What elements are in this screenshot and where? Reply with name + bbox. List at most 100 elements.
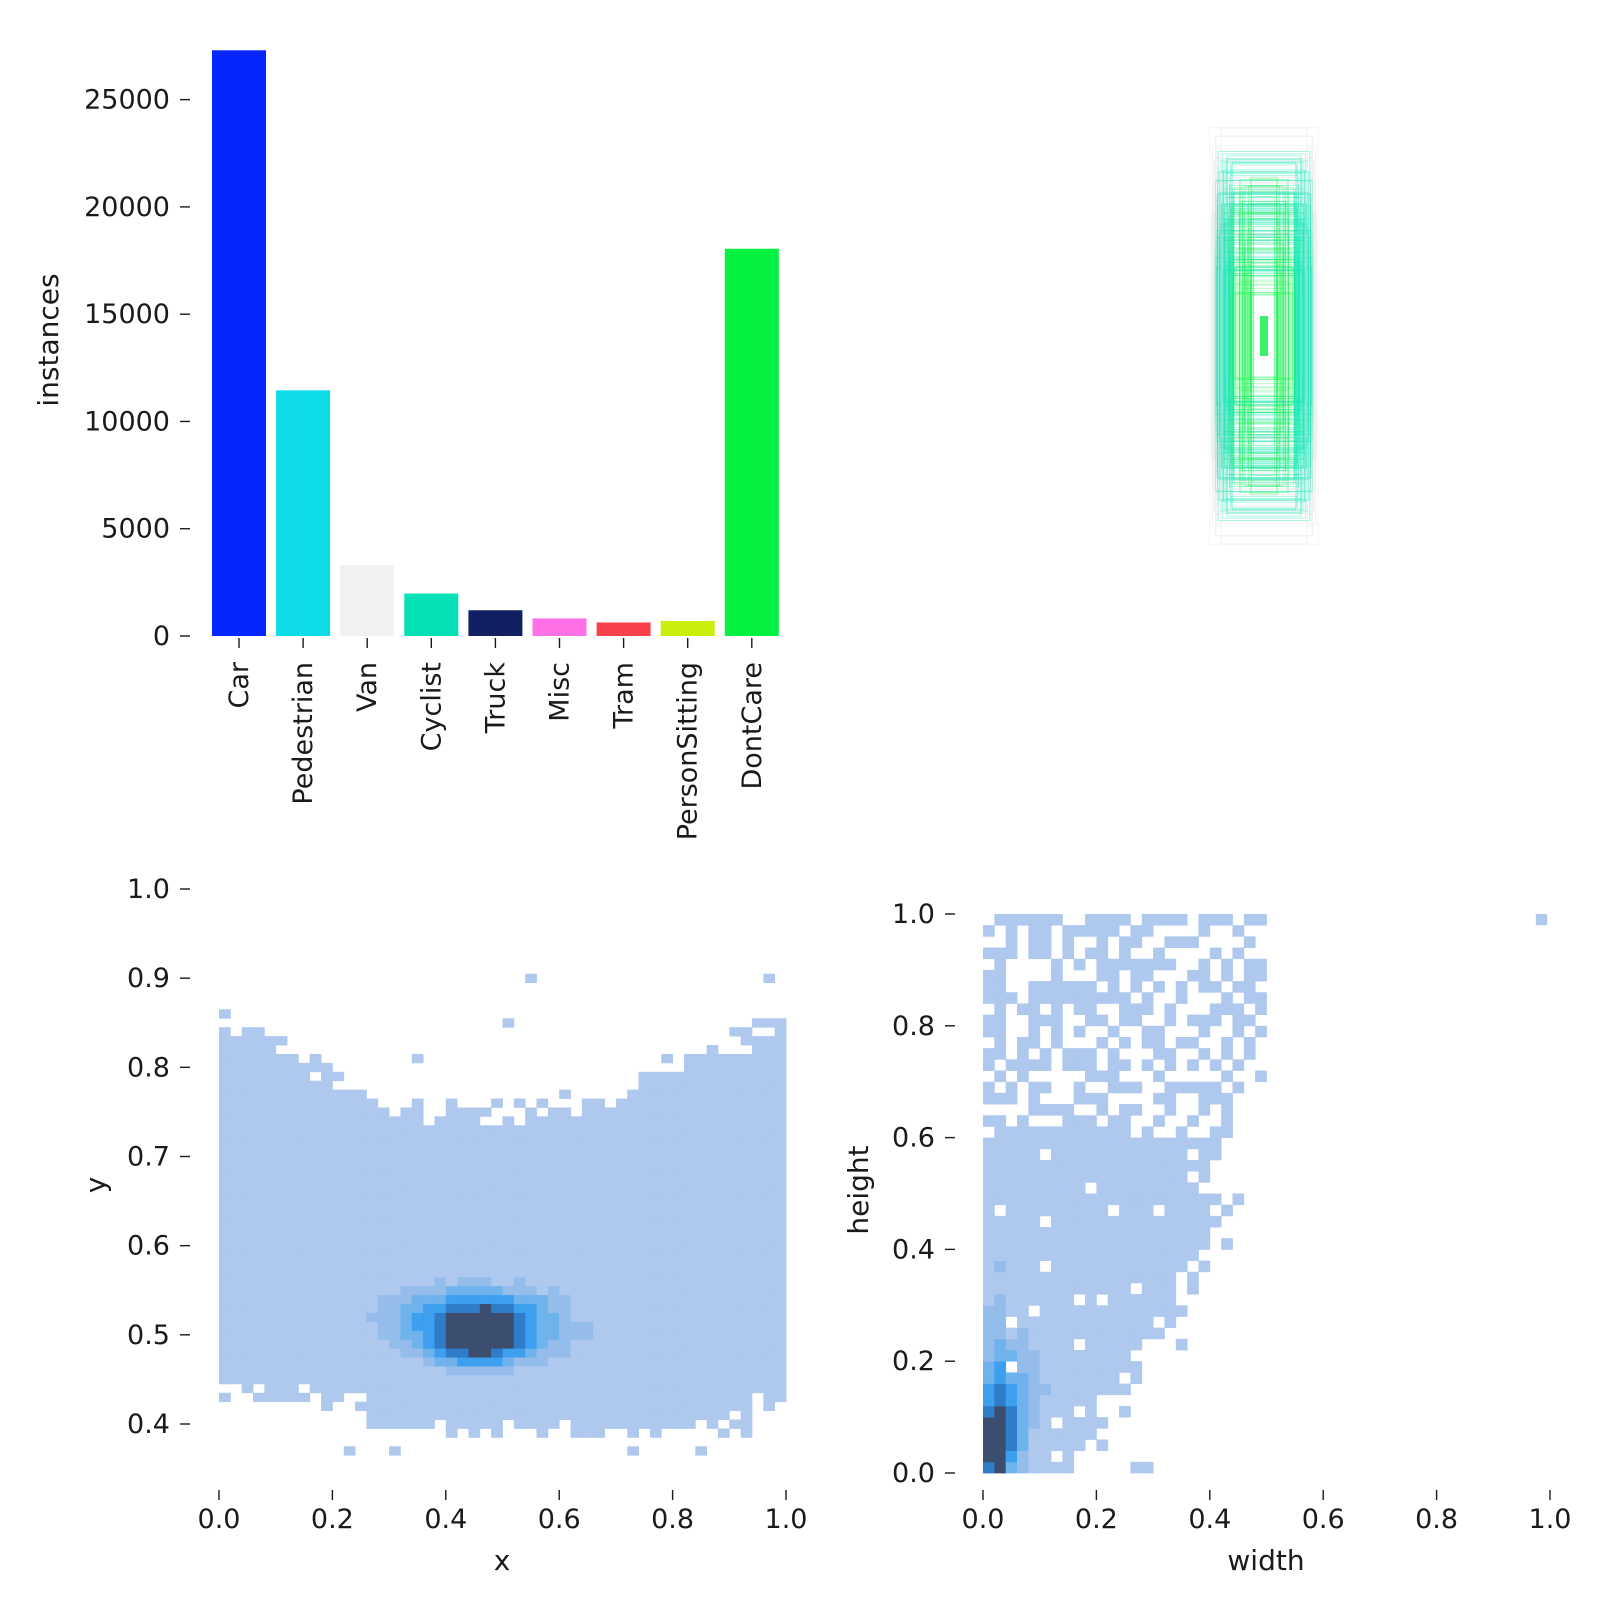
heatmap-cell xyxy=(661,1392,673,1403)
heatmap-cell xyxy=(1141,1260,1154,1273)
heatmap-cell xyxy=(1141,1025,1154,1038)
heatmap-cell xyxy=(366,1312,379,1322)
heatmap-cell xyxy=(1130,1271,1143,1284)
heatmap-cell xyxy=(502,1348,515,1358)
heatmap-cell xyxy=(661,1419,673,1429)
heatmap-cell xyxy=(1255,914,1267,926)
heatmap-cell xyxy=(1232,1059,1245,1071)
heatmap-cell xyxy=(581,1303,594,1313)
heatmap-cell xyxy=(321,1357,333,1367)
heatmap-cell xyxy=(729,1374,742,1385)
bounding-box-overlay-plot xyxy=(1209,127,1319,545)
heatmap-cell xyxy=(1153,1092,1165,1105)
heatmap-cell xyxy=(479,1285,492,1296)
heatmap-cell xyxy=(389,1374,401,1385)
heatmap-cell xyxy=(468,1116,481,1126)
heatmap-cell xyxy=(1062,1417,1075,1429)
heatmap-cell xyxy=(343,1205,356,1215)
heatmap-cell xyxy=(457,1276,469,1287)
heatmap-cell xyxy=(479,1232,492,1242)
heatmap-cell xyxy=(729,1062,742,1073)
heatmap-cell xyxy=(400,1196,413,1206)
heatmap-cell xyxy=(717,1303,730,1313)
heatmap-cell xyxy=(763,1214,776,1224)
heatmap-cell xyxy=(445,1312,458,1322)
heatmap-cell xyxy=(593,1267,605,1278)
heatmap-cell xyxy=(1107,1338,1120,1351)
heatmap-cell xyxy=(1209,1081,1222,1094)
heatmap-cell xyxy=(1039,1014,1052,1027)
heatmap-cell xyxy=(763,1250,776,1260)
heatmap-cell xyxy=(219,1357,231,1367)
heatmap-cell xyxy=(672,1419,685,1429)
heatmap-cell xyxy=(1164,1282,1177,1295)
heatmap-cell xyxy=(570,1410,583,1420)
heatmap-cell xyxy=(604,1152,617,1162)
heatmap-cell xyxy=(1141,1227,1154,1239)
heatmap-cell xyxy=(1028,1204,1041,1217)
heatmap-cell xyxy=(468,1321,481,1331)
heatmap-cell xyxy=(1039,1204,1052,1217)
heatmap-cell xyxy=(1005,947,1018,960)
heatmap-cell xyxy=(1209,981,1222,993)
heatmap-cell xyxy=(1085,1014,1097,1027)
heatmap-cell xyxy=(638,1178,651,1189)
heatmap-cell xyxy=(638,1187,651,1198)
heatmap-cell xyxy=(1039,925,1052,937)
heatmap-cell xyxy=(275,1205,288,1215)
heatmap-cell xyxy=(604,1214,617,1224)
heatmap-cell xyxy=(230,1169,243,1180)
heatmap-cell xyxy=(581,1312,594,1322)
heatmap-cell xyxy=(1164,914,1177,926)
heatmap-cell xyxy=(1096,1305,1109,1317)
heatmap-cell xyxy=(615,1232,628,1242)
heatmap-cell xyxy=(1164,1014,1177,1027)
heatmap-cell xyxy=(1209,1193,1222,1206)
heatmap-cell xyxy=(559,1116,571,1126)
heatmap-cell xyxy=(253,1348,265,1358)
heatmap-cell xyxy=(638,1267,651,1278)
heatmap-cell xyxy=(672,1223,685,1233)
heatmap-cell xyxy=(1017,1461,1029,1474)
heatmap-cell xyxy=(321,1178,333,1189)
heatmap-cell xyxy=(1198,1215,1211,1228)
heatmap-cell xyxy=(434,1160,447,1171)
heatmap-cell xyxy=(1085,1048,1097,1060)
heatmap-cell xyxy=(241,1053,254,1064)
heatmap-cell xyxy=(1141,1159,1154,1172)
heatmap-cell xyxy=(1130,1361,1143,1373)
heatmap-cell xyxy=(491,1276,503,1287)
heatmap-cell xyxy=(298,1160,311,1171)
heatmap-cell xyxy=(468,1196,481,1206)
heatmap-cell xyxy=(638,1348,651,1358)
heatmap-cell xyxy=(377,1312,390,1322)
heatmap-cell xyxy=(751,1071,764,1082)
heatmap-cell xyxy=(389,1446,401,1456)
heatmap-cell xyxy=(695,1053,708,1064)
heatmap-cell xyxy=(1028,1182,1041,1194)
heatmap-cell xyxy=(1005,1215,1018,1228)
heatmap-cell xyxy=(706,1232,719,1242)
bbox-outline xyxy=(1224,268,1304,404)
heatmap-cell xyxy=(513,1214,526,1224)
heatmap-cell xyxy=(241,1312,254,1322)
heatmap-cell xyxy=(751,1232,764,1242)
heatmap-cell xyxy=(683,1196,696,1206)
heatmap-cell xyxy=(491,1330,503,1340)
heatmap-cell xyxy=(994,1193,1007,1206)
heatmap-cell xyxy=(1073,1159,1086,1172)
heatmap-cell xyxy=(615,1259,628,1269)
heatmap-cell xyxy=(740,1276,753,1287)
heatmap-cell xyxy=(389,1285,401,1296)
bbox-outline xyxy=(1232,291,1296,381)
heatmap-cell xyxy=(1051,1428,1063,1440)
bbox-outline xyxy=(1229,252,1299,420)
heatmap-cell xyxy=(411,1187,424,1198)
heatmap-cell xyxy=(321,1285,333,1296)
heatmap-cell xyxy=(581,1410,594,1420)
heatmap-cell xyxy=(230,1062,243,1073)
heatmap-cell xyxy=(1051,1171,1063,1183)
heatmap-cell xyxy=(434,1383,447,1394)
heatmap-cell xyxy=(570,1169,583,1180)
heatmap-cell xyxy=(468,1285,481,1296)
